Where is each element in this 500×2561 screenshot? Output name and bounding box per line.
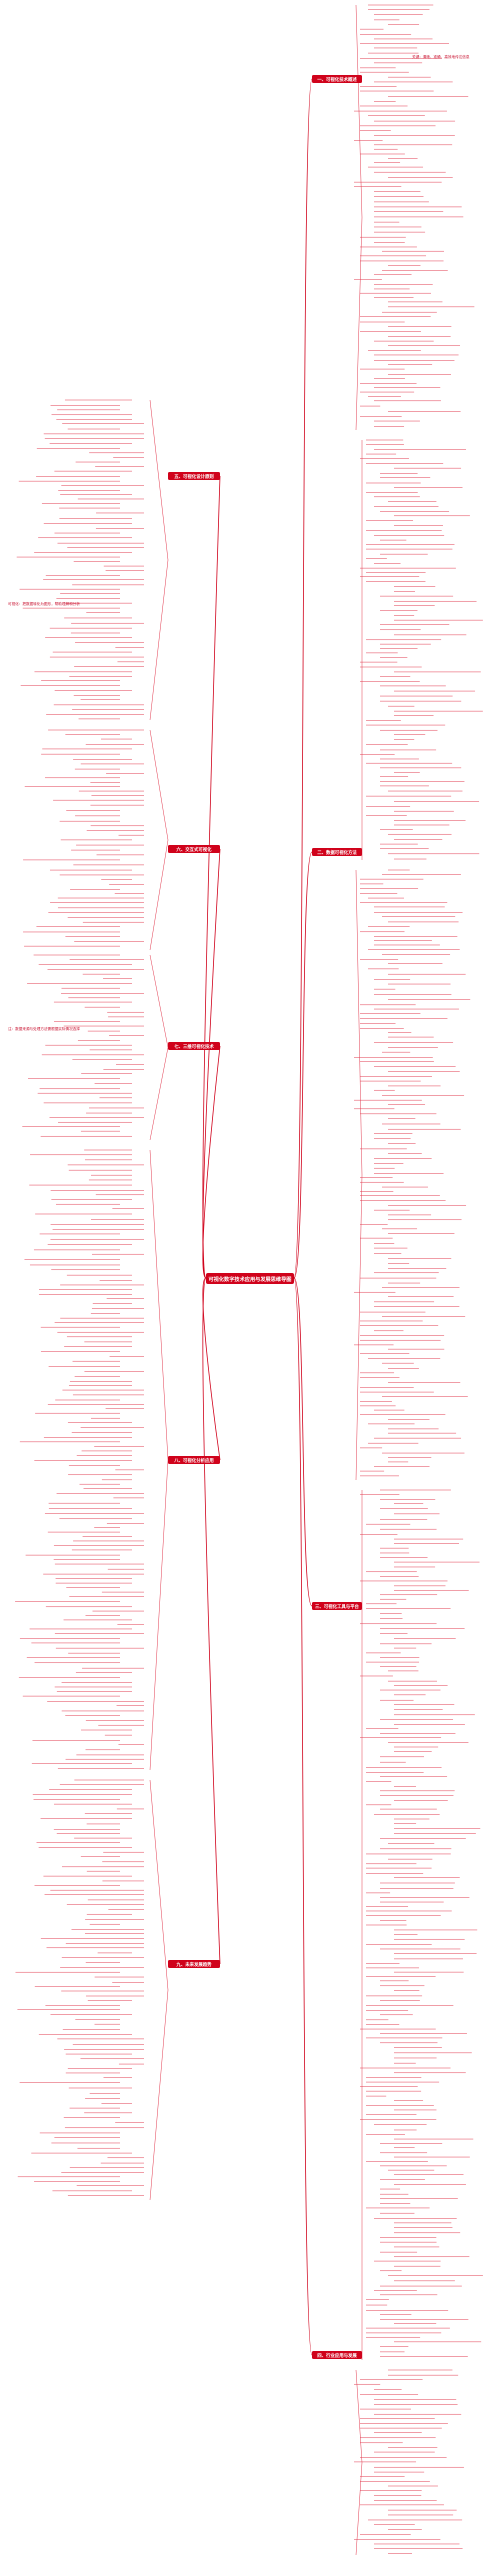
branch-node-3-label: 三、可视化工具与平台 (315, 1603, 360, 1610)
root-node[interactable]: 可视化数字技术应用与发展思维导图 (206, 1273, 294, 1284)
leaf-lines (15, 4, 483, 2556)
connector-root-to-branch-3 (293, 1277, 313, 1607)
branch-node-5[interactable]: 五、可视化设计原则 (168, 472, 220, 480)
root-node-label: 可视化数字技术应用与发展思维导图 (208, 1275, 291, 1283)
branch-node-8-label: 八、可视化分析应用 (174, 1457, 214, 1464)
branch-node-6-label: 六、交互式可视化 (176, 846, 212, 853)
leaf-bracket (149, 954, 169, 1141)
connector-root-to-branch-7 (202, 1045, 221, 1279)
connector-root-to-branch-6 (202, 848, 221, 1279)
branch-node-9-label: 九、未来发展趋势 (175, 1961, 212, 1968)
leaf-bracket (149, 1149, 169, 1771)
branch-node-7-label: 七、三维可视化技术 (174, 1043, 214, 1050)
leaf-bracket (355, 869, 363, 1481)
connector-root-to-branch-9 (202, 1277, 221, 1965)
branch-node-4[interactable]: 四、行业应用与发展 (312, 2351, 362, 2359)
branch-node-3[interactable]: 三、可视化工具与平台 (312, 1602, 362, 1610)
connector-lines (202, 78, 313, 2356)
branch-node-1[interactable]: 一、可视化技术概述 (312, 75, 362, 83)
connector-root-to-branch-2 (293, 851, 313, 1279)
side-note-1: 可视化：把数据转化为图形，帮助理解和分析 (8, 601, 80, 606)
branch-node-8[interactable]: 八、可视化分析应用 (168, 1456, 220, 1464)
leaf-bracket (149, 1779, 169, 2201)
branch-node-1-label: 一、可视化技术概述 (317, 76, 357, 83)
branch-node-2[interactable]: 二、数据可视化方法 (312, 848, 362, 856)
side-note-3: 关键：清晰、准确、高效地传达信息 (412, 54, 470, 59)
branch-node-9[interactable]: 九、未来发展趋势 (168, 1960, 220, 1968)
leaf-bracket (355, 4, 363, 431)
connector-root-to-branch-1 (293, 78, 313, 1279)
connector-root-to-branch-4 (293, 1277, 313, 2356)
side-note-2: 注：数据来源与处理方法需根据实际情况选择 (8, 1026, 80, 1031)
branch-node-7[interactable]: 七、三维可视化技术 (168, 1042, 220, 1050)
branch-node-6[interactable]: 六、交互式可视化 (168, 845, 220, 853)
connector-root-to-branch-8 (202, 1277, 221, 1461)
leaf-bracket (149, 729, 169, 951)
leaf-bracket (355, 2369, 363, 2556)
branch-node-5-label: 五、可视化设计原则 (174, 473, 214, 480)
leaf-bracket (149, 399, 169, 721)
connector-root-to-branch-5 (202, 475, 221, 1279)
branch-node-2-label: 二、数据可视化方法 (317, 849, 357, 856)
branch-node-4-label: 四、行业应用与发展 (317, 2352, 357, 2359)
